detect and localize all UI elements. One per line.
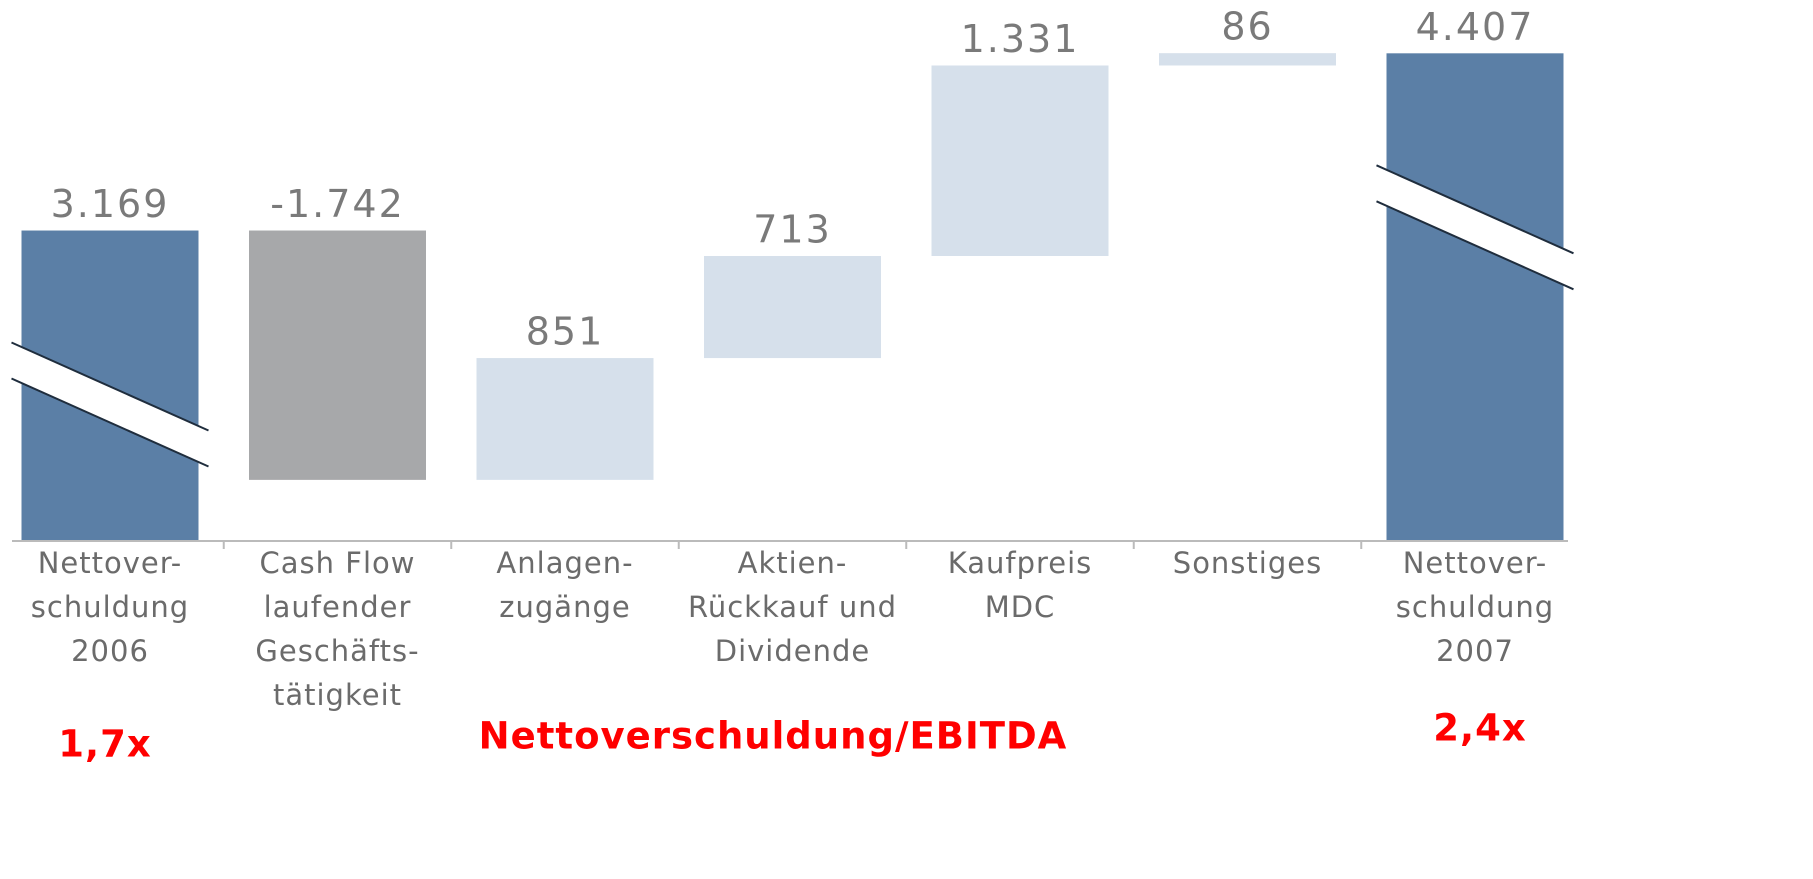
- bars: [21, 53, 1564, 542]
- break-line: [1376, 200, 1574, 291]
- break-gap: [11, 342, 209, 467]
- x-tick-label: Dividende: [715, 634, 871, 668]
- x-tick-label: zugänge: [499, 590, 630, 624]
- annotation: 2,4x: [1433, 707, 1526, 750]
- value-label: 86: [1221, 5, 1273, 49]
- x-tick-label: Aktien-: [738, 546, 848, 580]
- x-tick-label: Anlagen-: [496, 546, 633, 580]
- break-gap: [1376, 165, 1574, 290]
- bar: [931, 65, 1109, 257]
- x-tick-label: Nettover-: [38, 546, 183, 580]
- bar: [1159, 53, 1336, 66]
- bar: [704, 256, 881, 359]
- break-line: [11, 341, 209, 432]
- x-tick-label: Sonstiges: [1173, 546, 1322, 580]
- value-label: 3.169: [51, 182, 170, 226]
- value-label: 851: [526, 310, 605, 354]
- x-tick-label: Nettover-: [1403, 546, 1548, 580]
- value-label: 4.407: [1416, 5, 1535, 49]
- x-tick-label: MDC: [985, 590, 1056, 624]
- annotation: Nettoverschuldung/EBITDA: [479, 715, 1068, 758]
- value-label: 713: [753, 208, 832, 252]
- break-line: [11, 377, 209, 468]
- x-tick-label: Kaufpreis: [948, 546, 1093, 580]
- bar: [249, 230, 426, 480]
- bar: [476, 358, 654, 480]
- break-line: [1376, 164, 1574, 255]
- x-tick-label: Cash Flow: [260, 546, 416, 580]
- value-label: -1.742: [270, 182, 405, 226]
- x-tick-label: schuldung: [1396, 590, 1554, 624]
- bar: [1386, 53, 1564, 541]
- x-tick-label: Geschäfts-: [255, 634, 419, 668]
- x-tick-label: 2007: [1436, 634, 1514, 668]
- x-tick-label: tätigkeit: [273, 678, 402, 712]
- x-tick-label: schuldung: [31, 590, 189, 624]
- axis-breaks: [11, 164, 1574, 468]
- annotation: 1,7x: [58, 723, 151, 766]
- x-tick-label: 2006: [71, 634, 149, 668]
- value-label: 1.331: [961, 17, 1080, 61]
- x-tick-label: Rückkauf und: [688, 590, 897, 624]
- x-tick-label: laufender: [264, 590, 412, 624]
